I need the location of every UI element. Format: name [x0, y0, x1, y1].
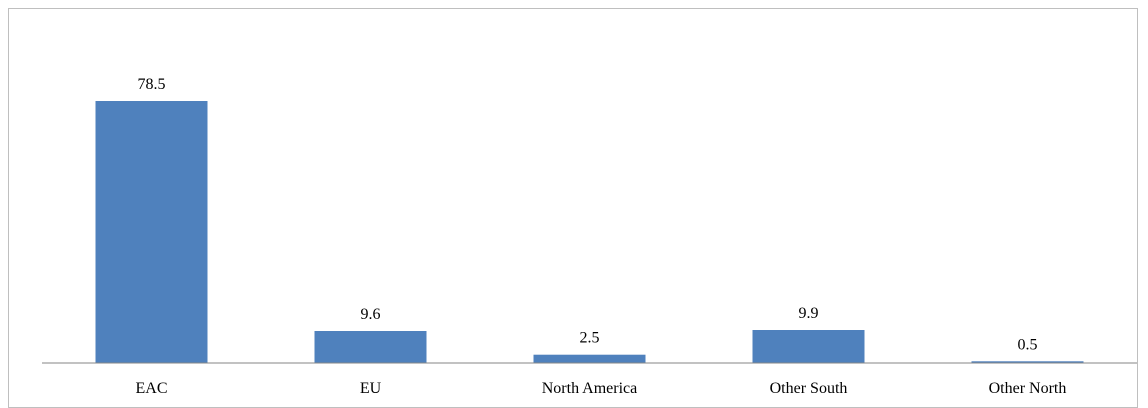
data-label-north-america: 2.5 [580, 330, 600, 347]
data-label-eu: 9.6 [361, 306, 381, 323]
labels-layer: 78.5 EAC 9.6 EU 2.5 North America 9.9 Other Sou… [136, 76, 1067, 397]
x-tick-label-other-south: Other South [770, 380, 848, 397]
bar-other-north [971, 361, 1084, 363]
data-label-other-north: 0.5 [1018, 336, 1038, 353]
data-label-other-south: 9.9 [799, 305, 819, 322]
x-tick-label-eu: EU [360, 380, 382, 397]
bar-eu [314, 331, 427, 363]
bar-eac [95, 101, 208, 363]
x-tick-label-other-north: Other North [989, 380, 1067, 397]
bar-other-south [752, 330, 865, 363]
x-tick-label-north-america: North America [542, 380, 638, 397]
bar-north-america [533, 354, 646, 363]
x-tick-label-eac: EAC [136, 380, 168, 397]
bars-layer [95, 101, 1084, 363]
data-label-eac: 78.5 [138, 76, 166, 93]
